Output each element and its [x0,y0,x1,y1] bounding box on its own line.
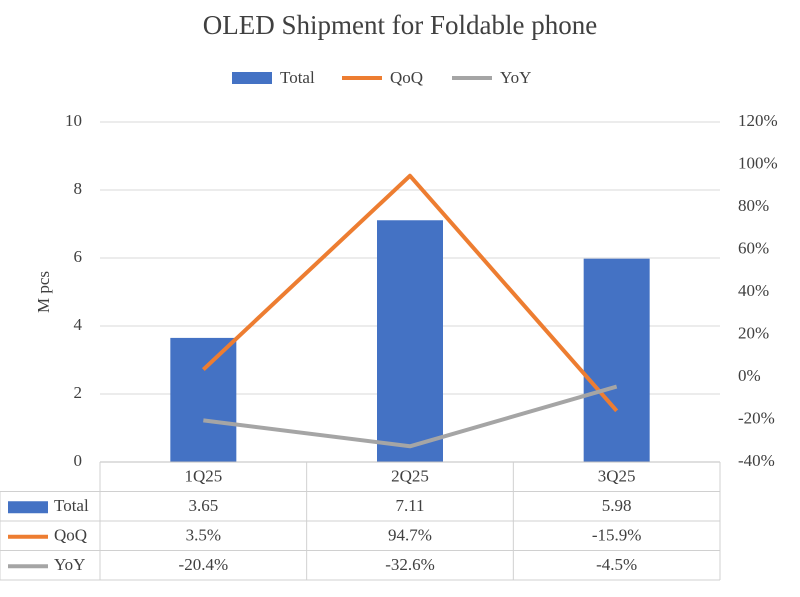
table-value: -15.9% [592,526,642,545]
bar [377,220,443,462]
bar [170,337,237,462]
bar [583,258,650,462]
y-tick-label: 10 [65,111,82,130]
x-tick-label: 2Q25 [391,467,429,486]
y-tick-label: 4 [74,315,83,334]
x-tick-label: 1Q25 [184,467,222,486]
y2-tick-label: 40% [738,281,769,300]
y2-tick-label: 20% [738,323,769,342]
table-value: -4.5% [596,555,637,574]
x-tick-label: 3Q25 [598,467,636,486]
table-value: 3.5% [186,526,221,545]
table-series-name: YoY [54,555,85,574]
legend-key [232,72,272,84]
y-tick-label: 0 [74,451,83,470]
y2-tick-label: 80% [738,196,769,215]
table-value: 7.11 [395,496,424,515]
y2-tick-label: -40% [738,451,775,470]
table-value: 94.7% [388,526,432,545]
table-series-name: Total [54,496,89,515]
line [201,173,619,413]
table-value: 3.65 [188,496,218,515]
legend-label: YoY [500,68,531,87]
table-value: -20.4% [179,555,229,574]
y2-tick-label: 120% [738,111,778,130]
y2-tick-label: 100% [738,153,778,172]
table-value: -32.6% [385,555,435,574]
legend-label: Total [280,68,315,87]
y-axis-label: M pcs [34,271,53,313]
table-value: 5.98 [602,496,632,515]
y-tick-label: 8 [74,179,83,198]
y2-tick-label: 0% [738,366,761,385]
y-tick-label: 2 [74,383,83,402]
table-series-name: QoQ [54,526,87,545]
table-key [8,501,48,514]
legend-label: QoQ [390,68,423,87]
y2-tick-label: -20% [738,408,775,427]
y-tick-label: 6 [74,247,83,266]
line [203,384,618,449]
chart-title: OLED Shipment for Foldable phone [203,10,597,40]
y2-tick-label: 60% [738,238,769,257]
